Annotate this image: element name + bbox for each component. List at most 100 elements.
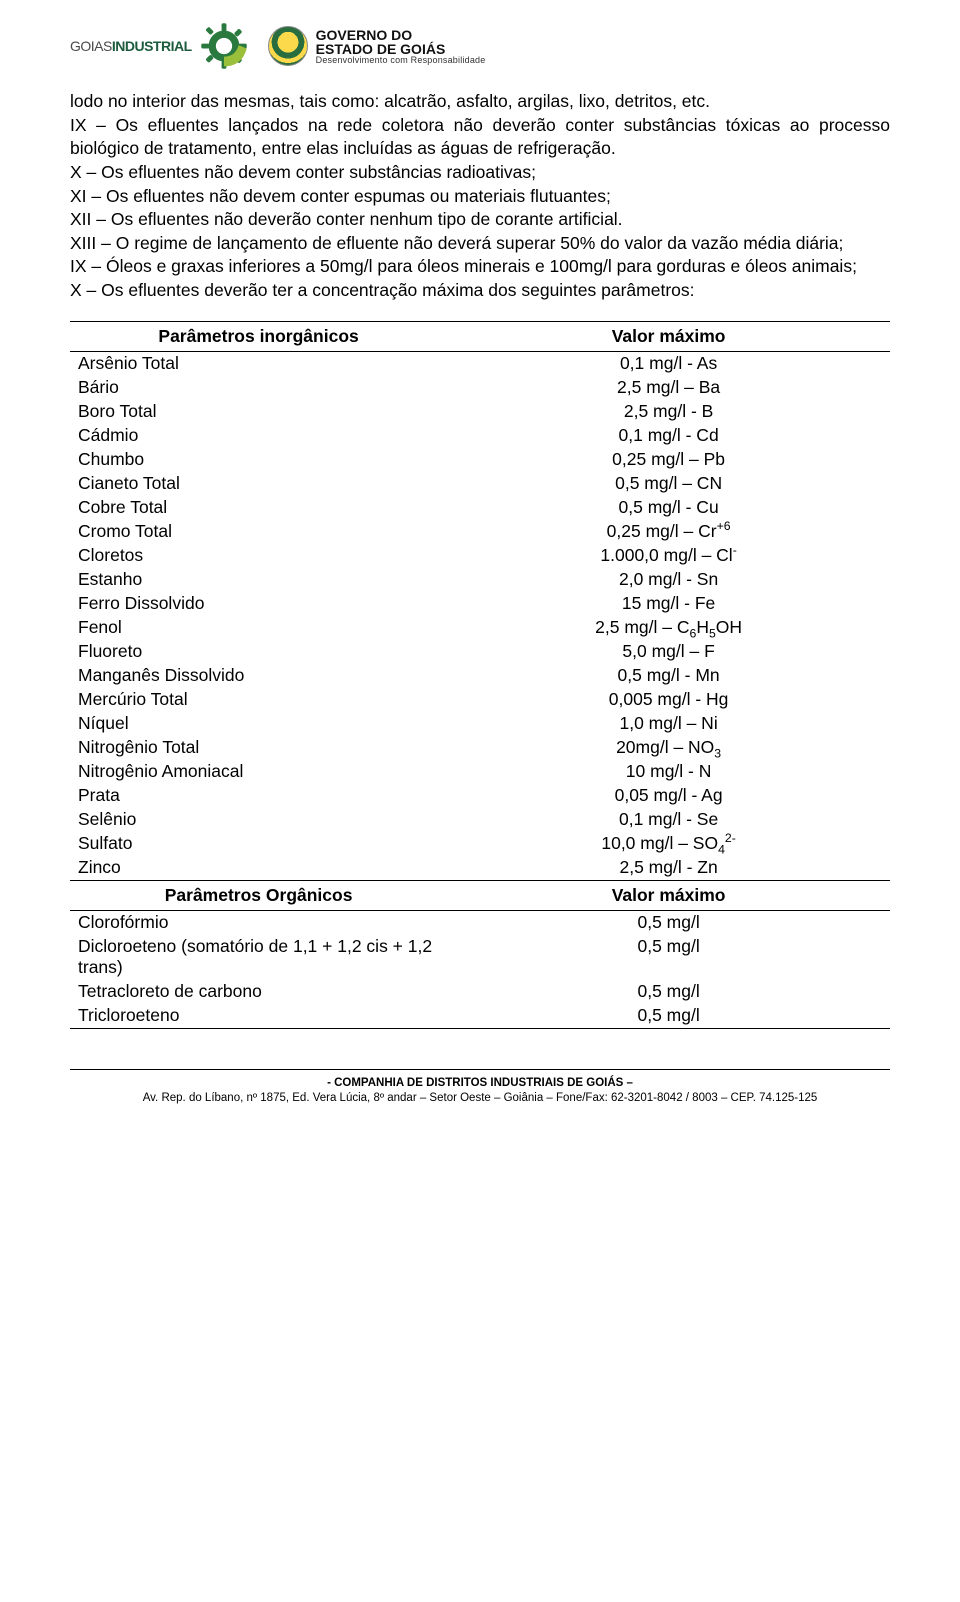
table-row: Níquel1,0 mg/l – Ni	[70, 712, 890, 736]
param-name: Cromo Total	[70, 520, 447, 544]
param-value: 0,5 mg/l - Mn	[447, 664, 890, 688]
paragraph: lodo no interior das mesmas, tais como: …	[70, 90, 890, 114]
table-row: Cobre Total0,5 mg/l - Cu	[70, 496, 890, 520]
param-value: 1.000,0 mg/l – Cl-	[447, 544, 890, 568]
param-value: 2,5 mg/l – C6H5OH	[447, 616, 890, 640]
param-name: Mercúrio Total	[70, 688, 447, 712]
param-name: Cádmio	[70, 424, 447, 448]
col-header-value: Valor máximo	[447, 321, 890, 351]
table-row: Cromo Total0,25 mg/l – Cr+6	[70, 520, 890, 544]
page: GOIASINDUSTRIAL	[0, 0, 960, 1126]
param-name: Cobre Total	[70, 496, 447, 520]
param-value: 0,25 mg/l – Pb	[447, 448, 890, 472]
logo-goiasindustrial: GOIASINDUSTRIAL	[70, 20, 250, 72]
gov-line2: ESTADO DE GOIÁS	[316, 42, 486, 56]
table-row: Arsênio Total0,1 mg/l - As	[70, 351, 890, 376]
footer-line1: - COMPANHIA DE DISTRITOS INDUSTRIAIS DE …	[70, 1076, 890, 1091]
body-text: lodo no interior das mesmas, tais como: …	[70, 90, 890, 303]
param-value: 0,1 mg/l - Cd	[447, 424, 890, 448]
table-row: Fenol2,5 mg/l – C6H5OH	[70, 616, 890, 640]
table-row: Fluoreto5,0 mg/l – F	[70, 640, 890, 664]
param-name: Tricloroeteno	[70, 1004, 447, 1029]
col-header-organic: Parâmetros Orgânicos	[70, 880, 447, 910]
header-logos: GOIASINDUSTRIAL	[70, 0, 890, 84]
table-row: Chumbo0,25 mg/l – Pb	[70, 448, 890, 472]
param-name: Fluoreto	[70, 640, 447, 664]
logo-text-goias: GOIAS	[70, 38, 112, 54]
table-row: Manganês Dissolvido0,5 mg/l - Mn	[70, 664, 890, 688]
param-value: 0,5 mg/l	[447, 910, 890, 935]
table-row: Tricloroeteno0,5 mg/l	[70, 1004, 890, 1029]
gov-text-block: GOVERNO DO ESTADO DE GOIÁS Desenvolvimen…	[316, 28, 486, 65]
param-name: Sulfato	[70, 832, 447, 856]
table-row: Cianeto Total0,5 mg/l – CN	[70, 472, 890, 496]
gov-line1: GOVERNO DO	[316, 28, 486, 42]
paragraph: IX – Óleos e graxas inferiores a 50mg/l …	[70, 255, 890, 279]
table-row: Selênio0,1 mg/l - Se	[70, 808, 890, 832]
param-value: 0,5 mg/l – CN	[447, 472, 890, 496]
param-name: Nitrogênio Total	[70, 736, 447, 760]
gov-sub: Desenvolvimento com Responsabilidade	[316, 56, 486, 65]
table-row: Estanho2,0 mg/l - Sn	[70, 568, 890, 592]
param-name: Selênio	[70, 808, 447, 832]
paragraph: XII – Os efluentes não deverão conter ne…	[70, 208, 890, 232]
param-name: Ferro Dissolvido	[70, 592, 447, 616]
col-header-param: Parâmetros inorgânicos	[70, 321, 447, 351]
param-name: Fenol	[70, 616, 447, 640]
logo-governo: GOVERNO DO ESTADO DE GOIÁS Desenvolvimen…	[268, 26, 486, 66]
table-row: Ferro Dissolvido15 mg/l - Fe	[70, 592, 890, 616]
param-value: 10,0 mg/l – SO42-	[447, 832, 890, 856]
paragraph: IX – Os efluentes lançados na rede colet…	[70, 114, 890, 161]
table-row: Sulfato10,0 mg/l – SO42-	[70, 832, 890, 856]
footer: - COMPANHIA DE DISTRITOS INDUSTRIAIS DE …	[70, 1069, 890, 1106]
param-name: Prata	[70, 784, 447, 808]
param-name: Cloretos	[70, 544, 447, 568]
table-row: Nitrogênio Total20mg/l – NO3	[70, 736, 890, 760]
paragraph: XI – Os efluentes não devem conter espum…	[70, 185, 890, 209]
param-name: Cianeto Total	[70, 472, 447, 496]
col-header-value2: Valor máximo	[447, 880, 890, 910]
param-name: Bário	[70, 376, 447, 400]
param-name: Boro Total	[70, 400, 447, 424]
table-row: Tetracloreto de carbono0,5 mg/l	[70, 980, 890, 1004]
param-value: 10 mg/l - N	[447, 760, 890, 784]
param-value: 2,5 mg/l - B	[447, 400, 890, 424]
param-value: 2,5 mg/l – Ba	[447, 376, 890, 400]
param-value: 2,0 mg/l - Sn	[447, 568, 890, 592]
param-name: Tetracloreto de carbono	[70, 980, 447, 1004]
param-value: 0,1 mg/l - Se	[447, 808, 890, 832]
param-value: 0,05 mg/l - Ag	[447, 784, 890, 808]
table-row: Dicloroeteno (somatório de 1,1 + 1,2 cis…	[70, 935, 890, 980]
table-row: Prata0,05 mg/l - Ag	[70, 784, 890, 808]
param-value: 0,1 mg/l - As	[447, 351, 890, 376]
logo-text-industrial: INDUSTRIAL	[112, 38, 192, 54]
footer-line2: Av. Rep. do Líbano, nº 1875, Ed. Vera Lú…	[70, 1091, 890, 1106]
param-value: 0,5 mg/l	[447, 1004, 890, 1029]
table-row: Nitrogênio Amoniacal10 mg/l - N	[70, 760, 890, 784]
param-value: 0,25 mg/l – Cr+6	[447, 520, 890, 544]
param-value: 2,5 mg/l - Zn	[447, 856, 890, 881]
paragraph: X – Os efluentes não devem conter substâ…	[70, 161, 890, 185]
param-value: 1,0 mg/l – Ni	[447, 712, 890, 736]
param-value: 5,0 mg/l – F	[447, 640, 890, 664]
paragraph: XIII – O regime de lançamento de efluent…	[70, 232, 890, 256]
parameters-table: Parâmetros inorgânicos Valor máximo Arsê…	[70, 321, 890, 1029]
param-name: Manganês Dissolvido	[70, 664, 447, 688]
table-header-row: Parâmetros inorgânicos Valor máximo	[70, 321, 890, 351]
gear-icon	[198, 20, 250, 72]
param-value: 0,5 mg/l - Cu	[447, 496, 890, 520]
param-name: Clorofórmio	[70, 910, 447, 935]
param-name: Níquel	[70, 712, 447, 736]
param-value: 0,005 mg/l - Hg	[447, 688, 890, 712]
param-name: Chumbo	[70, 448, 447, 472]
table-row: Clorofórmio0,5 mg/l	[70, 910, 890, 935]
param-name: Arsênio Total	[70, 351, 447, 376]
param-value: 0,5 mg/l	[447, 980, 890, 1004]
logo-text: GOIASINDUSTRIAL	[70, 38, 192, 54]
param-name: Nitrogênio Amoniacal	[70, 760, 447, 784]
param-name: Dicloroeteno (somatório de 1,1 + 1,2 cis…	[70, 935, 447, 980]
table-row: Bário2,5 mg/l – Ba	[70, 376, 890, 400]
param-name: Estanho	[70, 568, 447, 592]
param-value: 15 mg/l - Fe	[447, 592, 890, 616]
table-row: Boro Total2,5 mg/l - B	[70, 400, 890, 424]
